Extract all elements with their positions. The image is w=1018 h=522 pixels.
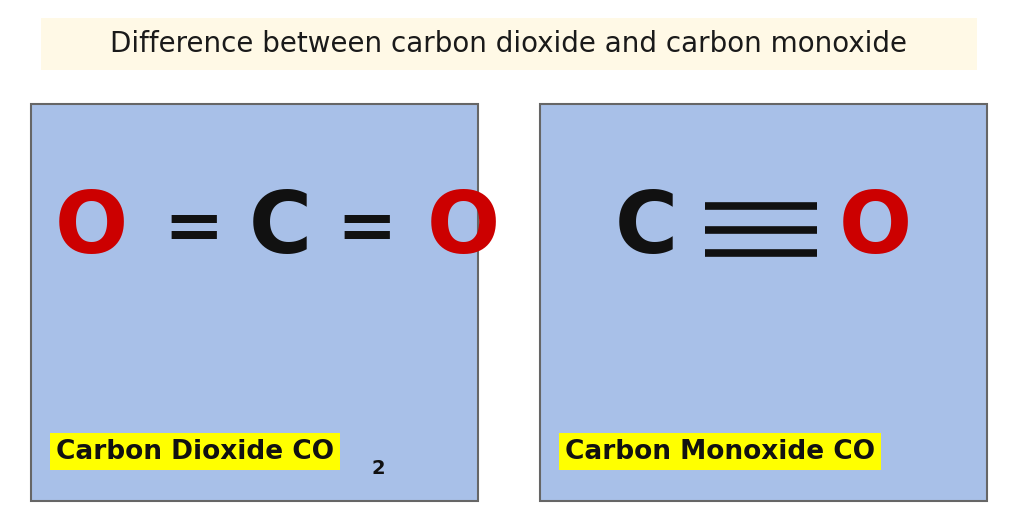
Text: C: C <box>248 188 312 271</box>
Text: =: = <box>163 195 224 264</box>
Text: O: O <box>839 188 912 271</box>
Text: =: = <box>336 195 397 264</box>
Text: O: O <box>55 188 128 271</box>
Text: C: C <box>615 188 678 271</box>
Text: Carbon Dioxide CO: Carbon Dioxide CO <box>56 438 334 465</box>
Text: Difference between carbon dioxide and carbon monoxide: Difference between carbon dioxide and ca… <box>111 30 907 58</box>
FancyBboxPatch shape <box>41 18 977 70</box>
FancyBboxPatch shape <box>540 104 987 501</box>
Text: Carbon Monoxide CO: Carbon Monoxide CO <box>565 438 875 465</box>
Text: O: O <box>427 188 500 271</box>
Text: 2: 2 <box>372 459 385 478</box>
FancyBboxPatch shape <box>31 104 478 501</box>
